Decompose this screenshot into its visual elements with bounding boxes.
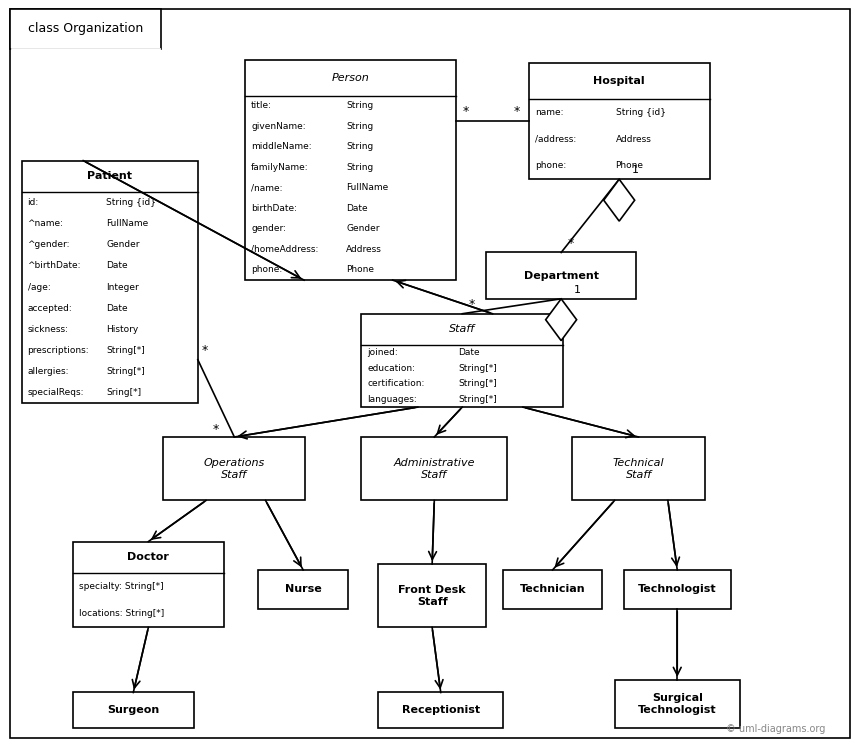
Bar — [163, 437, 305, 500]
Bar — [361, 314, 563, 407]
Text: String[*]: String[*] — [106, 346, 144, 355]
Text: name:: name: — [535, 108, 563, 117]
Text: ^gender:: ^gender: — [28, 241, 70, 249]
Text: class Organization: class Organization — [28, 22, 144, 35]
Text: Receptionist: Receptionist — [402, 705, 480, 716]
Text: *: * — [463, 105, 469, 119]
Text: id:: id: — [28, 198, 39, 207]
Text: Technical
Staff: Technical Staff — [612, 458, 665, 480]
Text: String {id}: String {id} — [106, 198, 157, 207]
Text: Phone: Phone — [347, 265, 374, 274]
Text: Administrative
Staff: Administrative Staff — [394, 458, 475, 480]
Text: *: * — [513, 105, 519, 119]
Text: specialty: String[*]: specialty: String[*] — [79, 582, 163, 591]
Text: Date: Date — [347, 204, 368, 213]
Text: Operations
Staff: Operations Staff — [204, 458, 265, 480]
Text: /homeAddress:: /homeAddress: — [251, 245, 318, 254]
Text: specialReqs:: specialReqs: — [28, 388, 84, 397]
Text: Date: Date — [106, 304, 128, 313]
Text: /address:: /address: — [535, 134, 576, 144]
Text: String: String — [347, 163, 373, 172]
Bar — [378, 564, 486, 627]
Text: /age:: /age: — [28, 282, 50, 291]
Bar — [73, 542, 224, 627]
Text: givenName:: givenName: — [251, 122, 306, 131]
Polygon shape — [604, 179, 635, 221]
Bar — [529, 63, 710, 179]
Text: 1: 1 — [574, 285, 581, 295]
Bar — [624, 570, 731, 609]
Text: FullName: FullName — [106, 219, 149, 228]
Text: Technologist: Technologist — [638, 584, 716, 595]
Text: phone:: phone: — [251, 265, 282, 274]
Text: /name:: /name: — [251, 183, 283, 193]
Bar — [572, 437, 705, 500]
Bar — [22, 161, 198, 403]
Text: ^birthDate:: ^birthDate: — [28, 261, 81, 270]
Polygon shape — [545, 299, 576, 341]
Text: certification:: certification: — [367, 379, 425, 388]
Bar — [615, 680, 740, 728]
Text: © uml-diagrams.org: © uml-diagrams.org — [726, 724, 826, 734]
Text: allergies:: allergies: — [28, 368, 69, 376]
Text: String[*]: String[*] — [458, 364, 497, 373]
Text: Nurse: Nurse — [285, 584, 322, 595]
Text: education:: education: — [367, 364, 415, 373]
Text: String[*]: String[*] — [458, 395, 497, 404]
Bar — [10, 9, 161, 49]
Text: Front Desk
Staff: Front Desk Staff — [398, 585, 466, 607]
Text: Hospital: Hospital — [593, 76, 645, 87]
Text: prescriptions:: prescriptions: — [28, 346, 89, 355]
Text: Doctor: Doctor — [127, 552, 169, 562]
Text: middleName:: middleName: — [251, 143, 311, 152]
Text: phone:: phone: — [535, 161, 566, 170]
Text: title:: title: — [251, 102, 272, 111]
Text: Gender: Gender — [106, 241, 139, 249]
Text: Phone: Phone — [616, 161, 643, 170]
Text: Staff: Staff — [449, 324, 476, 335]
Text: Technician: Technician — [519, 584, 586, 595]
Text: Surgical
Technologist: Surgical Technologist — [638, 693, 716, 715]
Text: Person: Person — [332, 72, 369, 83]
Bar — [73, 692, 194, 728]
Text: String {id}: String {id} — [616, 108, 666, 117]
Text: Date: Date — [458, 348, 480, 357]
Text: String: String — [347, 102, 373, 111]
Bar — [245, 60, 456, 280]
Text: Address: Address — [347, 245, 382, 254]
Text: String[*]: String[*] — [458, 379, 497, 388]
Text: gender:: gender: — [251, 224, 286, 233]
Bar — [503, 570, 602, 609]
Text: Patient: Patient — [87, 171, 132, 182]
Text: *: * — [213, 424, 219, 436]
Text: familyName:: familyName: — [251, 163, 309, 172]
Text: FullName: FullName — [347, 183, 389, 193]
Text: String: String — [347, 122, 373, 131]
Bar — [258, 570, 348, 609]
Text: Surgeon: Surgeon — [108, 705, 159, 716]
Bar — [361, 437, 507, 500]
Text: joined:: joined: — [367, 348, 398, 357]
Text: Gender: Gender — [347, 224, 380, 233]
Text: *: * — [568, 237, 574, 249]
Text: accepted:: accepted: — [28, 304, 72, 313]
Text: languages:: languages: — [367, 395, 417, 404]
Text: *: * — [470, 298, 476, 311]
Text: birthDate:: birthDate: — [251, 204, 297, 213]
Text: Sring[*]: Sring[*] — [106, 388, 141, 397]
Text: String[*]: String[*] — [106, 368, 144, 376]
Text: Date: Date — [106, 261, 128, 270]
Text: ^name:: ^name: — [28, 219, 64, 228]
Text: Integer: Integer — [106, 282, 138, 291]
Text: sickness:: sickness: — [28, 325, 69, 334]
Text: 1: 1 — [632, 165, 639, 176]
Bar — [378, 692, 503, 728]
Text: History: History — [106, 325, 138, 334]
Text: locations: String[*]: locations: String[*] — [79, 610, 164, 619]
Text: String: String — [347, 143, 373, 152]
Text: *: * — [202, 344, 208, 357]
Text: Address: Address — [616, 134, 652, 144]
Text: Department: Department — [524, 270, 599, 281]
Bar — [486, 252, 636, 299]
